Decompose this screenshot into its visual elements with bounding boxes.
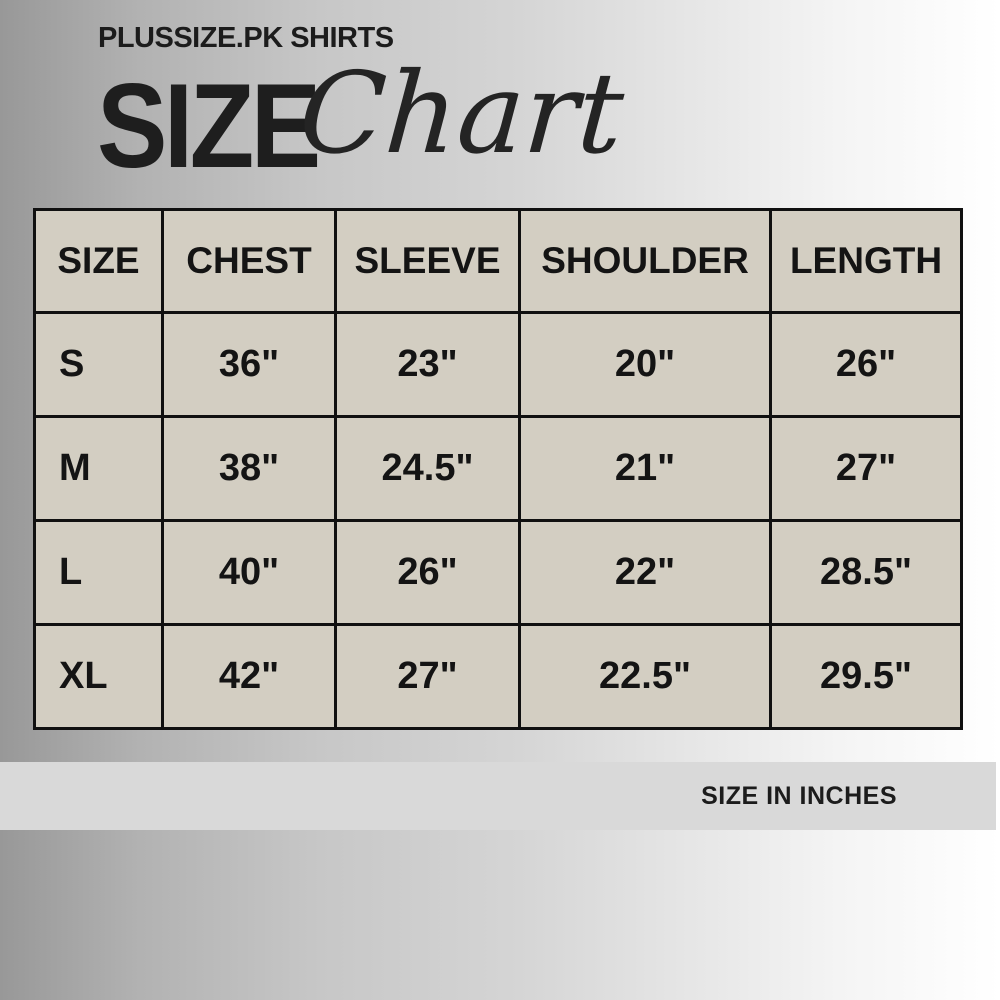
header-size: SIZE xyxy=(33,208,164,314)
title-size-word: SIZE xyxy=(97,59,321,193)
cell-sleeve-s: 23" xyxy=(334,311,521,418)
header-row: SIZE CHEST SLEEVE SHOULDER LENGTH xyxy=(33,208,963,314)
cell-shoulder-xl: 22.5" xyxy=(518,623,772,730)
cell-size-l: L xyxy=(33,519,164,626)
header-shoulder: SHOULDER xyxy=(518,208,772,314)
cell-shoulder-s: 20" xyxy=(518,311,772,418)
cell-length-m: 27" xyxy=(769,415,963,522)
brand-title: PLUSSIZE.PK SHIRTS xyxy=(98,22,394,54)
footer-band: SIZE IN INCHES xyxy=(0,762,996,830)
cell-chest-s: 36" xyxy=(161,311,337,418)
cell-length-l: 28.5" xyxy=(769,519,963,626)
cell-sleeve-l: 26" xyxy=(334,519,521,626)
size-chart-table: SIZE CHEST SLEEVE SHOULDER LENGTH S 36" … xyxy=(33,208,963,730)
cell-shoulder-m: 21" xyxy=(518,415,772,522)
cell-length-s: 26" xyxy=(769,311,963,418)
header-length: LENGTH xyxy=(769,208,963,314)
size-in-inches-note: SIZE IN INCHES xyxy=(701,781,897,810)
table-row-l: L 40" 26" 22" 28.5" xyxy=(33,519,963,626)
title-chart-word: Chart xyxy=(295,49,628,179)
cell-sleeve-xl: 27" xyxy=(334,623,521,730)
cell-chest-l: 40" xyxy=(161,519,337,626)
cell-chest-xl: 42" xyxy=(161,623,337,730)
table-row-m: M 38" 24.5" 21" 27" xyxy=(33,415,963,522)
cell-sleeve-m: 24.5" xyxy=(334,415,521,522)
header-chest: CHEST xyxy=(161,208,337,314)
table-row-xl: XL 42" 27" 22.5" 29.5" xyxy=(33,623,963,730)
cell-size-s: S xyxy=(33,311,164,418)
cell-length-xl: 29.5" xyxy=(769,623,963,730)
cell-size-m: M xyxy=(33,415,164,522)
cell-shoulder-l: 22" xyxy=(518,519,772,626)
cell-size-xl: XL xyxy=(33,623,164,730)
table-row-s: S 36" 23" 20" 26" xyxy=(33,311,963,418)
header-sleeve: SLEEVE xyxy=(334,208,521,314)
cell-chest-m: 38" xyxy=(161,415,337,522)
